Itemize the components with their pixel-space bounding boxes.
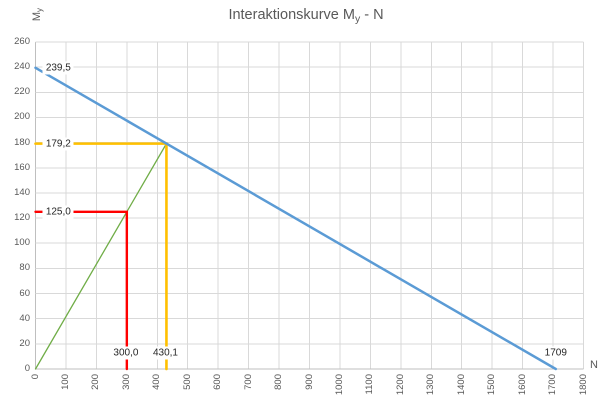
y-axis-title-subscript: y	[35, 8, 45, 12]
x-tick-label: 0	[29, 374, 41, 380]
y-tick-label: 60	[19, 287, 30, 299]
data-label: 1709	[541, 346, 570, 360]
data-label: 179,2	[42, 137, 74, 151]
y-tick-label: 140	[14, 186, 30, 198]
x-tick-label: 1100	[364, 374, 376, 395]
y-tick-label: 220	[14, 86, 30, 98]
y-axis-title: My	[31, 8, 44, 21]
y-tick-label: 80	[19, 262, 30, 274]
y-tick-label: 200	[14, 111, 30, 123]
x-tick-label: 1700	[547, 374, 559, 396]
chart-title-suffix: - N	[360, 7, 384, 23]
y-tick-label: 260	[14, 36, 30, 47]
y-tick-label: 180	[14, 136, 30, 148]
x-tick-label: 300	[120, 374, 132, 390]
x-tick-label: 1200	[394, 374, 406, 396]
data-label: 430,1	[149, 346, 181, 360]
x-tick-label: 600	[212, 374, 224, 390]
x-tick-label: 100	[59, 374, 71, 390]
data-label: 125,0	[42, 205, 74, 219]
x-tick-label: 200	[90, 374, 102, 390]
y-tick-label: 0	[24, 363, 30, 374]
y-tick-label: 120	[14, 212, 30, 224]
series-interaction-curve	[34, 66, 558, 371]
x-axis-title: N	[590, 359, 598, 371]
chart-title-subscript: y	[354, 13, 361, 25]
x-tick-label: 1000	[333, 374, 345, 396]
data-label: 300,0	[110, 346, 142, 360]
data-label: 239,5	[42, 61, 74, 75]
x-tick-label: 1400	[455, 374, 467, 396]
y-tick-label: 40	[19, 312, 30, 324]
x-tick-label: 500	[181, 374, 193, 390]
x-tick-label: 900	[303, 374, 315, 390]
series-load-line	[34, 142, 168, 370]
x-tick-label: 1300	[425, 374, 437, 396]
y-tick-label: 160	[14, 161, 30, 173]
x-tick-label: 1600	[516, 374, 528, 396]
x-tick-label: 400	[151, 374, 163, 390]
x-tick-label: 800	[273, 374, 285, 390]
x-tick-label: 1800	[577, 374, 589, 396]
y-axis-title-prefix: M	[31, 11, 43, 22]
x-tick-label: 700	[242, 374, 254, 390]
chart-title: Interaktionskurve My - N	[0, 7, 612, 25]
y-tick-label: 100	[14, 237, 30, 249]
chart-title-prefix: Interaktionskurve M	[228, 7, 355, 23]
x-tick-label: 1500	[486, 374, 498, 396]
y-tick-label: 240	[14, 61, 30, 73]
y-tick-label: 20	[19, 337, 30, 349]
